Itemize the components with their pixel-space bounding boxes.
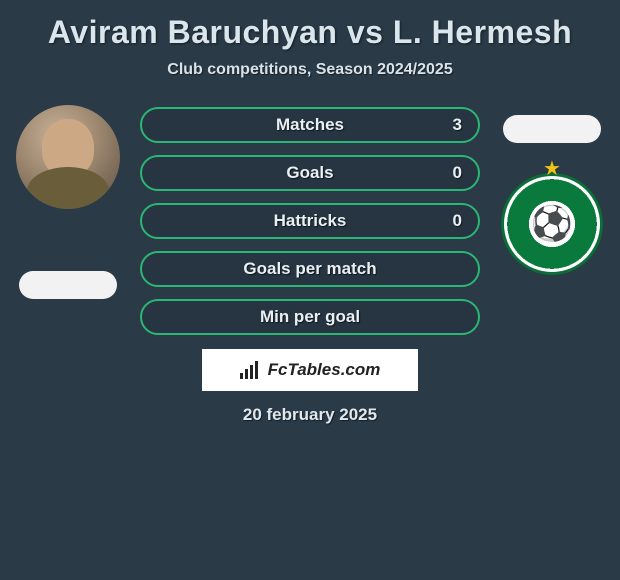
stat-label: Hattricks: [274, 211, 347, 231]
player1-club-pill: [19, 271, 117, 299]
stat-right-value: 3: [453, 115, 462, 135]
stat-matches: Matches 3: [140, 107, 480, 143]
left-side: [8, 97, 128, 299]
chart-icon: [240, 361, 262, 379]
stat-goals-per-match: Goals per match: [140, 251, 480, 287]
stats-column: Matches 3 Goals 0 Hattricks 0 Goals per …: [140, 107, 480, 335]
brand-text: FcTables.com: [268, 360, 381, 380]
stat-label: Goals: [286, 163, 333, 183]
stat-hattricks: Hattricks 0: [140, 203, 480, 239]
right-side: [492, 97, 612, 275]
page-title: Aviram Baruchyan vs L. Hermesh: [0, 0, 620, 55]
stat-label: Goals per match: [243, 259, 376, 279]
brand-watermark: FcTables.com: [202, 349, 418, 391]
player1-avatar: [16, 105, 120, 209]
date-text: 20 february 2025: [0, 405, 620, 425]
player2-club-badge: [501, 173, 603, 275]
stat-label: Min per goal: [260, 307, 360, 327]
subtitle: Club competitions, Season 2024/2025: [0, 55, 620, 97]
stat-right-value: 0: [453, 163, 462, 183]
player2-club-pill: [503, 115, 601, 143]
stat-right-value: 0: [453, 211, 462, 231]
stat-label: Matches: [276, 115, 344, 135]
stat-goals: Goals 0: [140, 155, 480, 191]
comparison-panel: Matches 3 Goals 0 Hattricks 0 Goals per …: [0, 97, 620, 335]
stat-min-per-goal: Min per goal: [140, 299, 480, 335]
